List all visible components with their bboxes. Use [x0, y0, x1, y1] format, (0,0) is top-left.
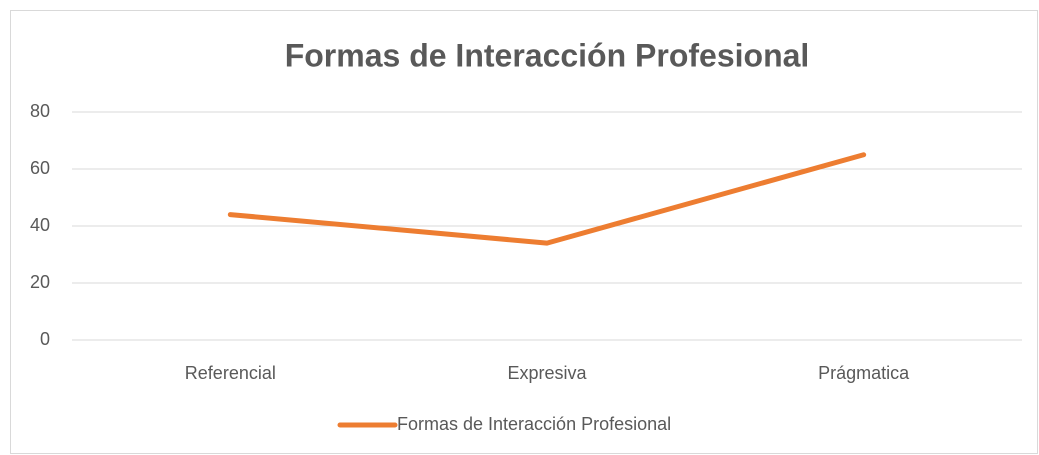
legend-label: Formas de Interacción Profesional: [397, 414, 671, 434]
y-tick-label: 60: [30, 158, 50, 178]
chart-title: Formas de Interacción Profesional: [285, 37, 810, 73]
x-tick-label: Expresiva: [507, 363, 587, 383]
line-series: [227, 152, 867, 246]
chart-border: [10, 10, 1038, 454]
y-tick-label: 40: [30, 215, 50, 235]
y-tick-label: 20: [30, 272, 50, 292]
y-tick-label: 80: [30, 101, 50, 121]
x-tick-label: Referencial: [185, 363, 276, 383]
x-tick-label: Prágmatica: [818, 363, 910, 383]
y-tick-label: 0: [40, 329, 50, 349]
